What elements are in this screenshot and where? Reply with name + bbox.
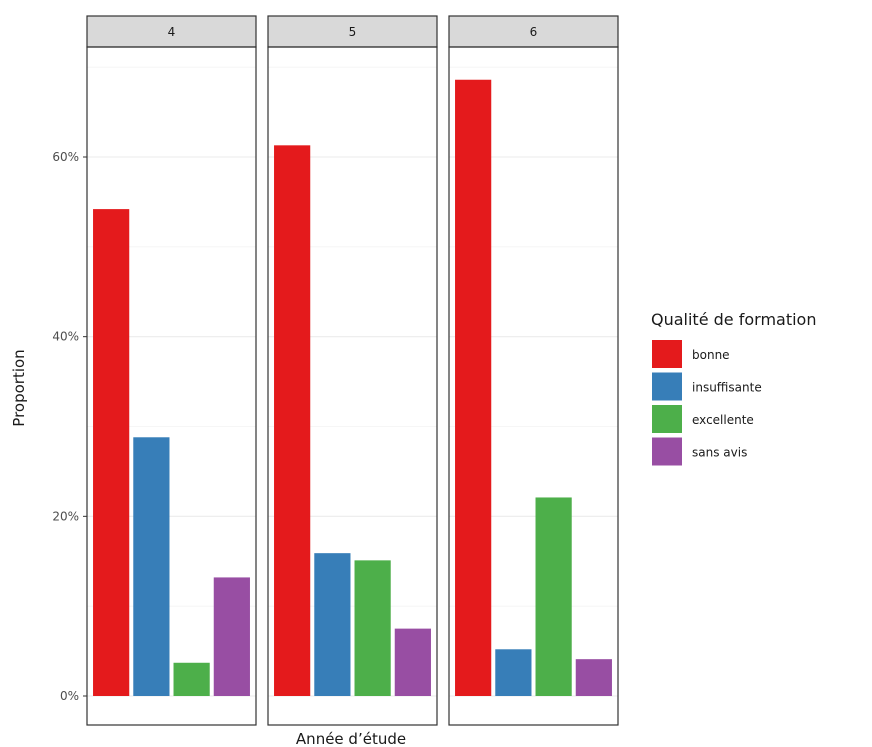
facet-panel-border	[448, 46, 619, 726]
legend-key-sans-avis	[652, 437, 682, 466]
legend: Qualité de formation bonne insuffisante ex…	[651, 310, 816, 466]
bar-sans-avis-year-6	[575, 659, 612, 696]
frame-layer: 4 5 6	[86, 15, 619, 726]
bar-excellente-year-6	[535, 497, 572, 696]
legend-key-insuffisante	[652, 372, 682, 401]
bar-insuffisante-year-4	[133, 437, 170, 696]
facet-strip-6	[448, 15, 619, 48]
facet-panel-border	[86, 46, 257, 726]
y-axis: 0% 20% 40% 60%	[52, 150, 87, 703]
bars-layer	[93, 79, 612, 697]
bar-bonne-year-5	[274, 145, 311, 697]
bar-bonne-year-4	[93, 209, 130, 696]
bar-bonne-year-6	[455, 79, 492, 696]
y-tick-label: 60%	[52, 150, 79, 164]
bar-sans-avis-year-5	[394, 628, 431, 696]
facet-strip-5	[267, 15, 438, 48]
facet-strip-label: 6	[530, 25, 538, 39]
legend-key-excellente	[652, 405, 682, 433]
legend-label: bonne	[692, 348, 730, 362]
legend-key-bonne	[652, 340, 682, 368]
y-axis-title: Proportion	[10, 349, 28, 426]
bar-sans-avis-year-4	[213, 577, 250, 696]
x-axis-title: Année d’étude	[296, 730, 406, 747]
bar-excellente-year-5	[354, 560, 391, 696]
facet-strip-label: 5	[349, 25, 357, 39]
legend-label: excellente	[692, 413, 754, 427]
legend-label: insuffisante	[692, 381, 762, 395]
facet-strip-4	[86, 15, 257, 48]
bar-insuffisante-year-5	[314, 553, 351, 696]
facet-strip-label: 4	[168, 25, 176, 39]
bar-insuffisante-year-6	[495, 649, 532, 696]
y-tick-label: 20%	[52, 509, 79, 523]
legend-title: Qualité de formation	[651, 310, 816, 329]
y-tick-label: 0%	[60, 689, 79, 703]
legend-label: sans avis	[692, 446, 747, 460]
facet-panel-border	[267, 46, 438, 726]
bar-excellente-year-4	[173, 662, 210, 696]
y-tick-label: 40%	[52, 330, 79, 344]
